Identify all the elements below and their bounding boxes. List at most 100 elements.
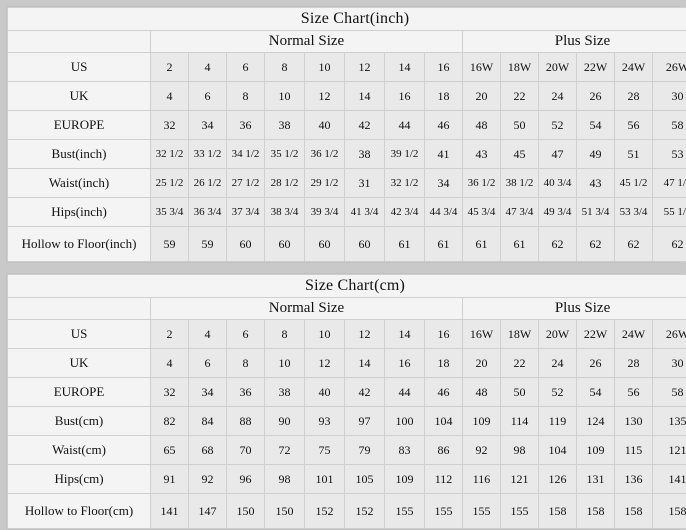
table-cell: 39 3/4 <box>304 197 345 227</box>
table-cell: 32 <box>150 110 189 140</box>
table-cell: 20 <box>462 348 501 378</box>
table-cell: 92 <box>462 435 501 465</box>
row-label-waistinch: Waist(inch) <box>7 168 151 198</box>
size-chart-inch: Size Chart(inch) Normal Size Plus Size US 2 4… <box>6 6 686 263</box>
table-row: Hips(cm) 91 92 96 98 101 105 109 112 116 121 126 131… <box>7 464 686 494</box>
table-cell: 141 <box>651 464 686 494</box>
table-cell: 54 <box>576 377 615 407</box>
table-cell: 8 <box>264 319 305 349</box>
table-cell: 60 <box>226 226 265 262</box>
table-cell: 14 <box>384 52 425 82</box>
table-cell: 34 1/2 <box>226 139 265 169</box>
table-cell: 36 3/4 <box>188 197 227 227</box>
table-cell: 62 <box>614 226 653 262</box>
table-cell: 42 <box>344 110 385 140</box>
table-cell: 75 <box>304 435 345 465</box>
table-cell: 26W <box>651 52 686 82</box>
table-cell: 152 <box>344 493 385 529</box>
table-cell: 61 <box>424 226 463 262</box>
table-cell: 30 <box>651 81 686 111</box>
table-cell: 20 <box>462 81 501 111</box>
table-cell: 116 <box>462 464 501 494</box>
size-chart-inch-table: Size Chart(inch) Normal Size Plus Size US 2 4… <box>6 7 686 262</box>
table-cell: 60 <box>264 226 305 262</box>
table-cell: 54 <box>576 110 615 140</box>
table-cell: 100 <box>384 406 425 436</box>
table-cell: 155 <box>500 493 539 529</box>
table-cell: 27 1/2 <box>226 168 265 198</box>
table-cell: 36 <box>226 110 265 140</box>
table-cell: 53 3/4 <box>614 197 653 227</box>
table-cell: 18W <box>500 319 539 349</box>
table-row: US24681012141616W18W20W22W24W26W <box>7 52 686 82</box>
table-cell: 33 1/2 <box>188 139 227 169</box>
table-cell: 136 <box>614 464 653 494</box>
table-cell: 70 <box>226 435 265 465</box>
table-cell: 26 <box>576 348 615 378</box>
table-row: Hollow to Floor(cm) 141 147 150 150 152 152 155… <box>7 493 686 529</box>
table-cell: 34 <box>188 377 227 407</box>
table-cell: 12 <box>344 52 385 82</box>
table-cell: 39 1/2 <box>384 139 425 169</box>
chart-title-cm: Size Chart(cm) <box>6 274 686 298</box>
table-cell: 4 <box>150 348 189 378</box>
table-cell: 36 1/2 <box>462 168 501 198</box>
table-cell: 16 <box>384 348 425 378</box>
table-cell: 155 <box>424 493 463 529</box>
table-cell: 50 <box>500 110 539 140</box>
table-cell: 104 <box>538 435 577 465</box>
table-cell: 114 <box>500 406 539 436</box>
table-cell: 24W <box>614 52 653 82</box>
table-cell: 62 <box>576 226 615 262</box>
table-cell: 59 <box>188 226 227 262</box>
table-cell: 40 <box>304 377 345 407</box>
table-cell: 32 1/2 <box>150 139 189 169</box>
table-cell: 18W <box>500 52 539 82</box>
table-cell: 8 <box>226 81 265 111</box>
table-cell: 16 <box>424 319 463 349</box>
row-label-us: US <box>7 52 151 82</box>
table-cell: 119 <box>538 406 577 436</box>
table-cell: 92 <box>188 464 227 494</box>
table-cell: 6 <box>226 52 265 82</box>
table-cell: 14 <box>384 319 425 349</box>
table-row: EUROPE 32 34 36 38 40 42 44 46 48 50 52 54 56 58 <box>7 110 686 140</box>
table-cell: 105 <box>344 464 385 494</box>
table-cell: 121 <box>651 435 686 465</box>
table-cell: 83 <box>384 435 425 465</box>
group-header-plus-size: Plus Size <box>461 297 686 320</box>
table-cell: 55 1/2 <box>651 197 686 227</box>
table-cell: 16 <box>424 52 463 82</box>
table-cell: 158 <box>576 493 615 529</box>
table-cell: 24 <box>538 81 577 111</box>
table-cell: 96 <box>226 464 265 494</box>
table-cell: 36 1/2 <box>304 139 345 169</box>
table-cell: 22W <box>576 52 615 82</box>
table-cell: 109 <box>576 435 615 465</box>
table-row: Hips(inch) 35 3/4 36 3/4 37 3/4 38 3/4 39 3/4… <box>7 197 686 227</box>
table-cell: 28 <box>614 81 653 111</box>
table-row: EUROPE 32 34 36 38 40 42 44 46 48 50 52 54 56 58 <box>7 377 686 407</box>
row-label-hipscm: Hips(cm) <box>7 464 151 494</box>
table-cell: 35 1/2 <box>264 139 305 169</box>
table-cell: 42 3/4 <box>384 197 425 227</box>
row-label-europe: EUROPE <box>7 110 151 140</box>
table-cell: 45 <box>500 139 539 169</box>
row-label-hollow-to-floorcm: Hollow to Floor(cm) <box>7 493 151 529</box>
group-header-spacer <box>7 297 151 320</box>
table-cell: 6 <box>188 81 227 111</box>
table-cell: 14 <box>344 81 385 111</box>
table-cell: 109 <box>384 464 425 494</box>
table-cell: 41 <box>424 139 463 169</box>
size-chart-cm-body: Size Chart(cm) Normal Size Plus Size US 2 4 6 8… <box>6 274 686 529</box>
table-cell: 91 <box>150 464 189 494</box>
table-cell: 112 <box>424 464 463 494</box>
table-cell: 24 <box>538 348 577 378</box>
table-cell: 52 <box>538 377 577 407</box>
table-cell: 2 <box>150 319 189 349</box>
group-header-normal-size: Normal Size <box>150 297 463 320</box>
chart-title-inch: Size Chart(inch) <box>6 7 686 31</box>
table-cell: 61 <box>462 226 501 262</box>
table-cell: 79 <box>344 435 385 465</box>
table-cell: 49 3/4 <box>538 197 577 227</box>
